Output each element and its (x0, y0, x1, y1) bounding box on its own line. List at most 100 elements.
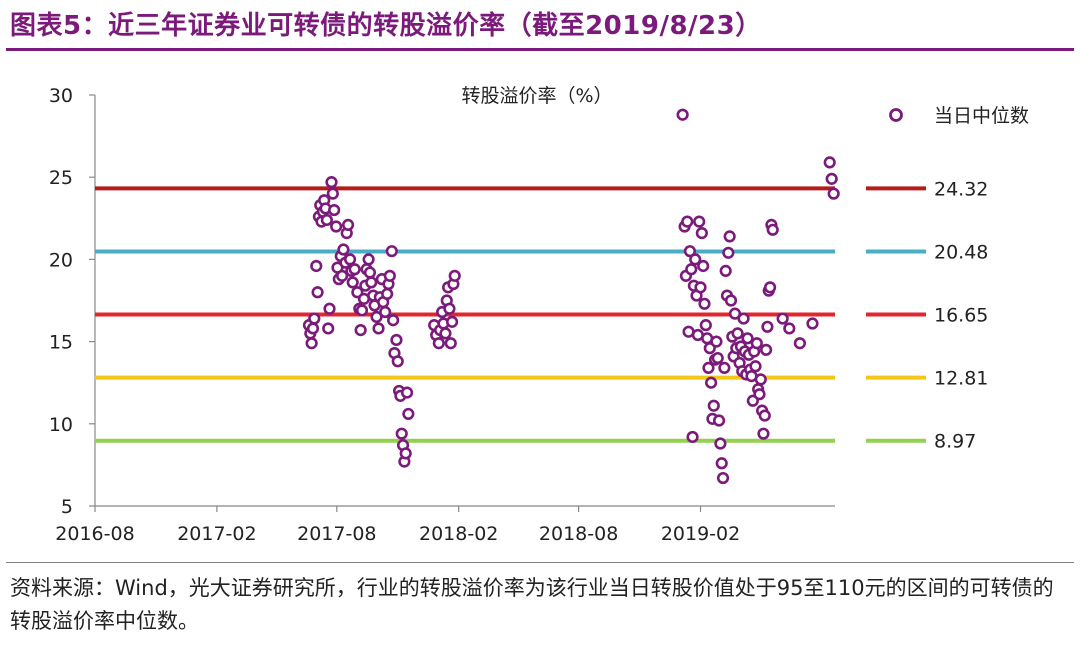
data-point (390, 333, 403, 347)
data-point (724, 294, 738, 307)
data-point (754, 373, 767, 386)
data-point (443, 302, 456, 315)
data-point (387, 314, 400, 327)
data-point (806, 317, 819, 330)
data-point (444, 337, 457, 350)
data-point (689, 253, 702, 266)
data-point (760, 343, 773, 356)
data-point (306, 322, 320, 335)
data-point (827, 187, 840, 200)
data-point (323, 302, 336, 315)
data-point (354, 323, 367, 337)
data-point (763, 281, 777, 294)
data-point (761, 320, 774, 333)
data-point (337, 243, 350, 256)
data-point (310, 259, 323, 273)
data-point (697, 259, 710, 273)
title-divider (6, 48, 1074, 51)
data-point (676, 108, 689, 121)
data-point (348, 263, 361, 276)
data-point (448, 269, 461, 282)
data-point (370, 310, 383, 324)
data-point (330, 220, 343, 233)
x-tick-label: 2018-08 (539, 523, 618, 545)
data-point (695, 226, 708, 240)
data-point (712, 414, 726, 427)
legend-marker (889, 108, 903, 122)
data-point (699, 319, 712, 332)
data-point (311, 286, 324, 299)
data-point (445, 315, 459, 328)
data-point (823, 156, 836, 169)
reference-line-label: 12.81 (934, 368, 988, 390)
data-point (325, 176, 338, 189)
data-point (825, 172, 838, 185)
data-point (737, 312, 750, 325)
data-point (346, 276, 359, 289)
data-point (363, 266, 377, 279)
y-tick-label: 30 (49, 85, 73, 107)
chart-container: 5 10 15 20 25 30 2016-08 2017-02 2017-08 2018-02 2… (0, 60, 1080, 560)
data-point (385, 245, 398, 258)
data-point (343, 253, 357, 266)
data-point (355, 304, 369, 317)
data-point (402, 407, 415, 421)
y-tick-label: 10 (49, 414, 73, 436)
data-point (793, 337, 806, 350)
data-point (722, 246, 735, 259)
data-point (750, 337, 763, 350)
data-point (714, 437, 727, 450)
data-point (362, 253, 375, 266)
data-point (776, 312, 789, 325)
x-tick-label: 2016-08 (55, 523, 134, 545)
data-point (693, 215, 706, 228)
data-point (685, 263, 698, 276)
data-point (766, 223, 779, 236)
data-point (749, 360, 762, 373)
chart-heading: 图表5：近三年证券业可转债的转股溢价率（截至2019/8/23） (10, 11, 762, 41)
data-point (718, 361, 731, 375)
data-point (758, 409, 771, 422)
data-point (716, 471, 730, 485)
data-point (322, 322, 335, 335)
data-point (757, 427, 770, 440)
data-point (741, 332, 754, 345)
data-point (320, 213, 333, 227)
reference-line-label: 24.32 (934, 178, 988, 200)
data-point (308, 312, 321, 325)
data-point (723, 230, 736, 243)
x-tick-label: 2017-08 (297, 523, 376, 545)
data-point (705, 376, 718, 389)
data-point (400, 386, 414, 399)
data-point (686, 430, 699, 444)
y-tick-label: 15 (49, 332, 73, 354)
data-point (365, 276, 378, 289)
data-point (710, 335, 723, 348)
data-point (305, 337, 318, 350)
reference-line-label: 16.65 (934, 304, 988, 326)
data-point (783, 322, 796, 335)
y-tick-label: 5 (61, 496, 73, 518)
data-point (681, 215, 694, 228)
y-tick-label: 20 (49, 249, 73, 271)
data-point (715, 457, 728, 470)
data-point (372, 322, 385, 335)
data-point (698, 297, 711, 310)
y-tick-label: 25 (49, 167, 73, 189)
data-point (383, 269, 396, 282)
data-point (341, 218, 355, 231)
data-point (439, 327, 452, 340)
data-point (707, 399, 720, 412)
data-point (702, 361, 715, 375)
source-divider (6, 562, 1074, 563)
chart-title: 转股溢价率（%） (461, 85, 612, 107)
data-point (432, 337, 445, 350)
legend-label: 当日中位数 (934, 105, 1029, 127)
reference-line-label: 8.97 (934, 431, 976, 453)
premium-chart: 5 10 15 20 25 30 2016-08 2017-02 2017-08 2018-02 2… (49, 85, 1029, 545)
data-point (326, 187, 339, 200)
data-point (731, 327, 744, 340)
data-point (381, 287, 394, 301)
data-point (395, 427, 408, 440)
data-point (753, 388, 766, 401)
